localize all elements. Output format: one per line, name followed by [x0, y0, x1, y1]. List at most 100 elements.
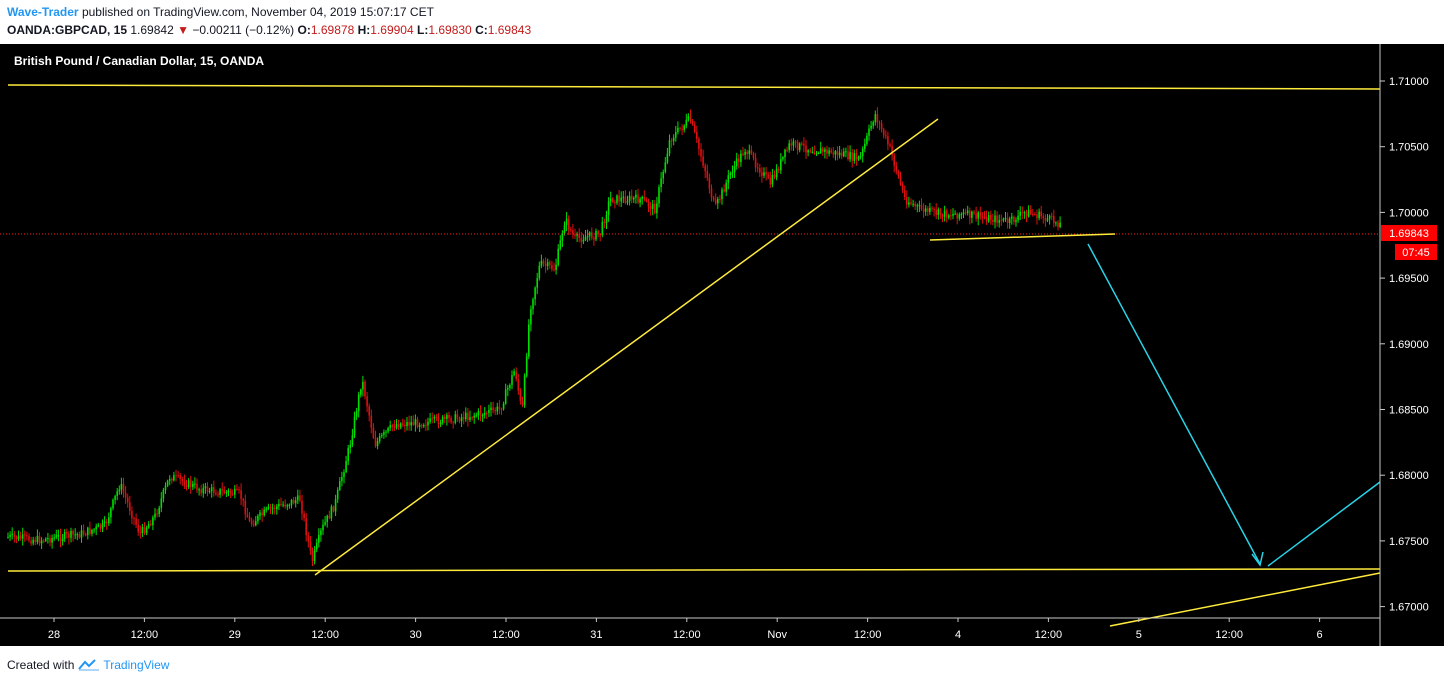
candle: [1027, 205, 1030, 218]
candle: [200, 484, 202, 497]
candle: [280, 497, 282, 507]
candlestick-series: [7, 107, 1061, 566]
candle: [250, 517, 253, 527]
candle: [607, 197, 610, 222]
candle: [208, 487, 211, 494]
candle: [612, 197, 614, 204]
candle: [805, 139, 807, 159]
candle: [496, 402, 499, 415]
neckline[interactable]: [929, 233, 1116, 241]
candle: [301, 495, 303, 521]
candle: [223, 486, 226, 495]
candle: [339, 477, 341, 491]
created-with: Created with TradingView: [7, 658, 169, 672]
candle: [351, 428, 354, 448]
candle: [960, 212, 963, 220]
candle: [311, 547, 314, 566]
candle: [597, 229, 599, 238]
candle: [488, 404, 490, 418]
candle: [59, 528, 62, 548]
candle: [864, 138, 866, 153]
candle: [675, 126, 677, 142]
candle: [620, 191, 622, 207]
candle: [769, 171, 772, 188]
candle: [19, 531, 22, 541]
candle: [87, 526, 89, 540]
close-label: C:: [475, 23, 488, 37]
footer: Created with TradingView: [0, 646, 1444, 683]
price-axis[interactable]: 1.71000 1.70500 1.70000 1.69500 1.69000 1.685…: [1380, 76, 1429, 614]
candle: [834, 149, 837, 161]
countdown-tag: [1395, 244, 1437, 260]
candle: [937, 207, 940, 220]
candle: [70, 527, 72, 543]
candle: [689, 109, 692, 124]
candle: [334, 494, 337, 517]
chart-canvas[interactable]: 1.71000 1.70500 1.70000 1.69500 1.69000 1.685…: [0, 44, 1444, 646]
candle: [395, 419, 398, 430]
candle: [819, 141, 822, 154]
candle: [679, 126, 681, 131]
candle: [143, 522, 146, 535]
candle: [948, 213, 950, 220]
candle: [824, 147, 826, 159]
publish-header: Wave-Trader published on TradingView.com…: [0, 0, 1444, 44]
candle: [469, 410, 471, 422]
price-tick-label: 1.70000: [1389, 207, 1429, 219]
open-value: 1.69878: [310, 23, 355, 37]
candle: [282, 501, 284, 508]
candle: [219, 487, 221, 498]
projection-arrow-up[interactable]: [1267, 481, 1381, 567]
candle: [801, 141, 803, 146]
candle: [368, 403, 370, 422]
time-tick-label: 5: [1136, 629, 1142, 641]
support-line[interactable]: [7, 568, 1381, 572]
candle: [603, 218, 606, 229]
price-tick-label: 1.69500: [1389, 273, 1429, 285]
candle: [133, 516, 135, 526]
high-label: H:: [357, 23, 371, 37]
candle: [729, 171, 732, 179]
candle: [761, 167, 763, 183]
candle: [80, 525, 83, 543]
candle: [374, 430, 377, 448]
candle: [458, 416, 461, 424]
candle: [511, 370, 513, 390]
candle: [891, 139, 893, 161]
candle: [754, 152, 757, 173]
candle: [1015, 217, 1017, 227]
candle: [859, 152, 862, 160]
price-chart[interactable]: 1.71000 1.70500 1.70000 1.69500 1.69000 1.685…: [0, 44, 1444, 646]
candle: [418, 422, 421, 433]
candle: [288, 503, 291, 509]
author-link[interactable]: Wave-Trader: [7, 5, 79, 19]
candle: [576, 231, 578, 242]
candle: [217, 491, 219, 498]
candle: [658, 184, 660, 208]
candle: [55, 529, 58, 540]
candle: [145, 525, 148, 536]
candle: [641, 195, 643, 205]
rising-trendline[interactable]: [314, 118, 939, 576]
candle: [1032, 208, 1034, 217]
candle: [977, 210, 979, 226]
candle: [120, 477, 123, 495]
candle: [958, 212, 961, 221]
candle: [30, 536, 32, 546]
candle: [137, 519, 139, 536]
projection-arrow-down[interactable]: [1087, 243, 1261, 565]
candle: [595, 228, 597, 242]
published-text: published on TradingView.com, November 0…: [81, 5, 434, 19]
candle: [924, 205, 927, 216]
candle: [452, 420, 454, 429]
time-axis[interactable]: 28 12:00 29 12:00 30 12:00 31 12:00 Nov 12:00 4 12:…: [48, 618, 1323, 641]
candle: [101, 519, 104, 533]
lower-trendline[interactable]: [1109, 572, 1381, 627]
candle: [378, 432, 381, 444]
candle: [698, 136, 700, 156]
tradingview-brand[interactable]: TradingView: [103, 658, 170, 672]
close-value: 1.69843: [487, 23, 532, 37]
time-tick-label: 28: [48, 629, 60, 641]
candle: [990, 210, 992, 225]
resistance-line[interactable]: [7, 84, 1381, 90]
